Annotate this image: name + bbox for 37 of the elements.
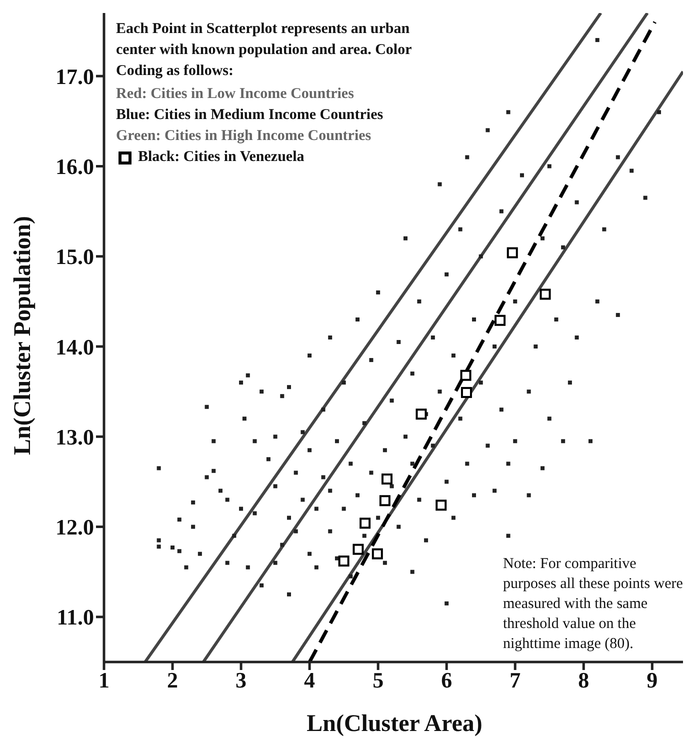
annotation: Each Point in Scatterplot represents an urban center with known population and area. Color Coding as follows:: [116, 20, 412, 81]
point: [460, 370, 472, 381]
x-axis-title: Ln(Cluster Area): [306, 711, 484, 738]
point: [379, 495, 390, 506]
legend-label: Black: Cities in Venezuela: [138, 148, 304, 167]
x-tick-label: 5: [372, 668, 384, 693]
y-tick-label: 15.0: [56, 244, 94, 270]
y-tick-label: 14.0: [56, 334, 94, 360]
point: [460, 386, 472, 398]
point: [352, 544, 364, 555]
point: [506, 247, 518, 258]
annotation: Green: Cities in High Income Countries: [116, 127, 372, 146]
y-tick-label: 17.0: [56, 64, 94, 89]
point: [372, 548, 383, 560]
x-tick-label: 2: [167, 668, 178, 693]
point: [494, 314, 506, 326]
point: [360, 518, 371, 529]
x-tick-label: 4: [304, 668, 316, 693]
annotation: Blue: Cities in Medium Income Countries: [116, 106, 384, 125]
point: [540, 288, 551, 300]
point: [416, 408, 427, 420]
y-tick-label: 13.0: [56, 424, 94, 450]
y-tick-label: 11.0: [56, 604, 94, 630]
annotation: Note: For comparitive purposes all these points were measured with the same threshold value on the nighttime image (80).: [503, 555, 684, 654]
point: [436, 500, 447, 511]
x-tick-label: 7: [510, 668, 521, 693]
point: [381, 474, 392, 485]
y-axis-title: Ln(Cluster Population): [10, 216, 36, 454]
point: [338, 556, 350, 567]
x-tick-label: 8: [578, 668, 590, 693]
annotation: Red: Cities in Low Income Countries: [116, 85, 355, 104]
y-tick-label: 12.0: [56, 514, 94, 540]
x-tick-label: 1: [98, 668, 110, 693]
x-tick-label: 9: [646, 668, 658, 693]
y-tick-label: 16.0: [56, 154, 94, 180]
x-tick-label: 3: [236, 668, 247, 693]
x-tick-label: 6: [441, 668, 452, 693]
